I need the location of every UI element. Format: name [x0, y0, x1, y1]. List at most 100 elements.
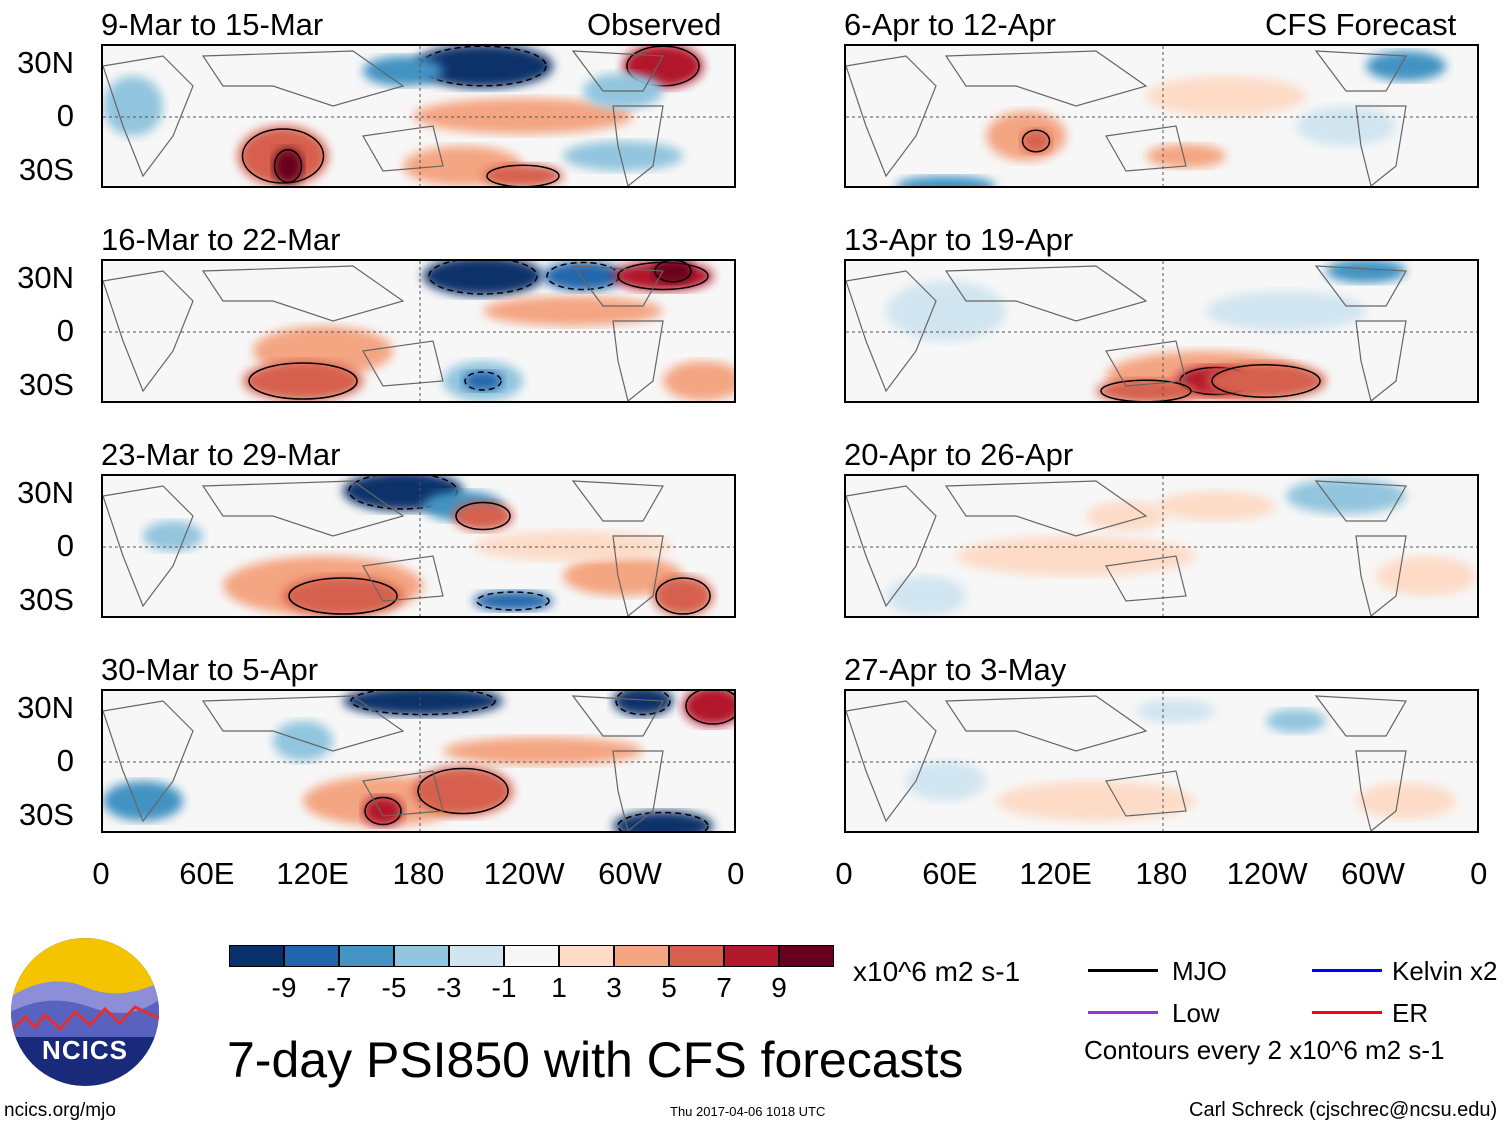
lat-label: 0 — [56, 313, 74, 348]
footer-url[interactable]: ncics.org/mjo — [4, 1100, 116, 1121]
mjo-contour — [419, 46, 547, 87]
lat-label: 30S — [18, 582, 74, 617]
coastline — [846, 55, 937, 178]
anomaly-region — [103, 781, 183, 821]
anomaly-region — [886, 281, 1006, 341]
colorbar-tick: -3 — [436, 972, 462, 1003]
mjo-contour — [1211, 364, 1321, 398]
observed-label: Observed — [587, 7, 722, 42]
colorbar-swatch — [229, 945, 284, 967]
anomaly-region — [273, 148, 303, 184]
anomaly-region — [473, 591, 553, 611]
footer-author: Carl Schreck (cjschrec@ncsu.edu) — [1189, 1099, 1498, 1121]
lon-label: 60W — [1341, 856, 1405, 891]
panel-title: 27-Apr to 3-May — [844, 652, 1067, 687]
mjo-contour — [655, 577, 711, 615]
lon-label: 180 — [392, 856, 445, 891]
anomaly-region — [653, 261, 693, 283]
mjo-contour — [417, 767, 509, 815]
coastline — [944, 265, 1148, 322]
coastline — [1105, 125, 1187, 172]
anomaly-region — [1136, 699, 1216, 723]
contour-note: Contours every 2 x10^6 m2 s-1 — [1084, 1035, 1445, 1065]
anomaly-region — [243, 361, 363, 401]
colorbar-tick: 7 — [716, 972, 732, 1003]
colorbar-tick: -1 — [491, 972, 517, 1003]
coastline — [612, 750, 664, 831]
anomaly-region — [463, 371, 503, 391]
anomaly-region — [363, 56, 443, 86]
lat-label: 30N — [17, 260, 74, 295]
anomaly-region — [653, 576, 713, 616]
anomaly-region — [473, 531, 673, 561]
mjo-contour — [288, 577, 398, 615]
coastline — [103, 485, 194, 608]
anomaly-region — [423, 261, 543, 296]
lon-label: 0 — [727, 856, 745, 891]
coastline — [571, 695, 665, 737]
map-panel — [844, 44, 1479, 188]
map-panel — [844, 474, 1479, 618]
anomaly-region — [1206, 291, 1366, 331]
mjo-contour — [455, 501, 511, 531]
anomaly-region — [663, 361, 734, 401]
lat-label: 30S — [18, 367, 74, 402]
anomaly-region — [1206, 363, 1326, 399]
anomaly-region — [1376, 556, 1476, 596]
ncics-logo: NCICS — [10, 937, 160, 1087]
coastline — [103, 55, 194, 178]
anomaly-region — [996, 781, 1196, 821]
lat-label: 0 — [56, 528, 74, 563]
lat-label: 30N — [17, 690, 74, 725]
anomaly-region — [443, 737, 643, 765]
legend-label-low: Low — [1172, 998, 1220, 1028]
colorbar-tick: 3 — [606, 972, 622, 1003]
mjo-contour — [617, 811, 709, 831]
coastline — [362, 770, 444, 817]
mjo-contour — [348, 476, 458, 510]
coastline — [846, 270, 937, 393]
colorbar-swatch — [614, 945, 669, 967]
anomaly-region — [1146, 144, 1226, 168]
colorbar-swatch — [449, 945, 504, 967]
coastline — [1105, 555, 1187, 602]
anomaly-region — [886, 576, 966, 616]
lon-label: 120W — [1226, 856, 1308, 891]
lon-label: 60E — [922, 856, 978, 891]
panel-title: 30-Mar to 5-Apr — [101, 652, 319, 687]
panel-title: 9-Mar to 15-Mar — [101, 7, 324, 42]
lat-label: 30N — [17, 45, 74, 80]
anomaly-region — [683, 691, 734, 726]
anomaly-region — [483, 164, 563, 186]
mjo-contour — [476, 591, 550, 611]
anomaly-region — [563, 556, 683, 596]
forecast-label: CFS Forecast — [1265, 7, 1457, 42]
anomaly-region — [413, 98, 633, 134]
mjo-contour — [241, 128, 325, 184]
lat-label: 0 — [56, 98, 74, 133]
lon-label: 60E — [179, 856, 235, 891]
legend-line-mjo — [1088, 969, 1158, 972]
coastline — [1355, 105, 1407, 186]
anomaly-region — [1021, 129, 1051, 153]
mjo-contour — [364, 796, 402, 826]
colorbar-swatch — [779, 945, 834, 967]
anomaly-region — [956, 536, 1196, 576]
footer-timestamp: Thu 2017-04-06 1018 UTC — [670, 1104, 826, 1119]
mjo-contour — [428, 261, 538, 295]
mjo-contour — [273, 149, 303, 183]
map-panel — [844, 259, 1479, 403]
panel-title: 6-Apr to 12-Apr — [844, 7, 1056, 42]
coastline — [612, 105, 664, 186]
coastline — [201, 695, 405, 752]
logo-text: NCICS — [42, 1035, 128, 1065]
lat-label: 30N — [17, 475, 74, 510]
coastline — [1314, 265, 1408, 307]
anomaly-region — [1146, 76, 1306, 116]
anomaly-region — [613, 691, 673, 716]
coastline — [362, 125, 444, 172]
coastline — [1314, 50, 1408, 92]
anomaly-region — [1096, 379, 1196, 401]
coastline — [362, 340, 444, 387]
coastline — [362, 555, 444, 602]
